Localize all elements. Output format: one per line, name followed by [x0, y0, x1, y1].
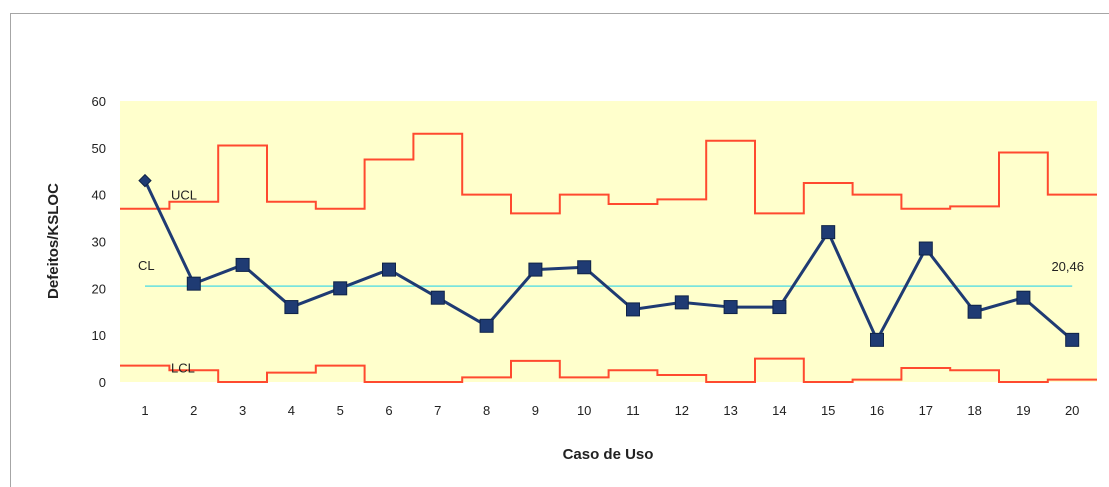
lcl-line [120, 357, 1097, 383]
data-point-marker [577, 260, 592, 275]
data-point-marker [333, 281, 348, 296]
data-point-marker [479, 318, 494, 333]
y-axis-title: Defeitos/KSLOC [45, 183, 62, 299]
x-tick-label: 20 [1065, 403, 1079, 418]
lcl-label: LCL [171, 360, 195, 375]
x-tick-label: 14 [772, 403, 786, 418]
ucl-line [120, 132, 1097, 215]
y-tick-label: 10 [92, 328, 106, 343]
data-point-marker [528, 262, 543, 277]
y-tick-label: 50 [92, 141, 106, 156]
data-point-marker [1016, 290, 1031, 305]
x-tick-label: 11 [626, 403, 640, 418]
x-tick-label: 3 [239, 403, 246, 418]
y-tick-label: 40 [92, 188, 106, 203]
data-point-marker [284, 300, 299, 315]
data-point-marker [138, 173, 152, 188]
data-point-marker [382, 262, 396, 277]
measured-line [143, 179, 1074, 342]
cl-label: CL [138, 258, 155, 273]
x-tick-label: 13 [723, 403, 737, 418]
x-axis-title: Caso de Uso [563, 446, 654, 463]
x-tick-label: 9 [532, 403, 539, 418]
data-point-marker [235, 257, 250, 272]
data-point-marker [870, 332, 884, 347]
data-point-marker [821, 225, 836, 240]
x-tick-label: 7 [434, 403, 441, 418]
x-tick-label: 12 [675, 403, 689, 418]
data-point-marker [918, 241, 933, 256]
cl-value-label: 20,46 [1051, 259, 1084, 274]
x-tick-label: 19 [1016, 403, 1030, 418]
plot-area [120, 101, 1097, 382]
x-tick-label: 6 [385, 403, 392, 418]
x-tick-label: 15 [821, 403, 835, 418]
y-tick-label: 20 [92, 281, 106, 296]
x-tick-label: 16 [870, 403, 884, 418]
x-tick-label: 10 [577, 403, 591, 418]
data-point-marker [1065, 332, 1080, 347]
x-tick-label: 1 [141, 403, 148, 418]
ucl-label: UCL [171, 188, 197, 203]
x-tick-label: 2 [190, 403, 197, 418]
y-tick-label: 0 [99, 375, 106, 390]
data-point-marker [723, 300, 738, 315]
data-point-marker [626, 302, 640, 317]
x-tick-label: 4 [288, 403, 295, 418]
data-point-marker [186, 276, 201, 291]
x-tick-label: 5 [337, 403, 344, 418]
y-tick-label: 30 [92, 235, 106, 250]
x-tick-label: 8 [483, 403, 490, 418]
data-point-marker [772, 300, 787, 315]
y-tick-label: 60 [92, 94, 106, 109]
x-tick-label: 18 [967, 403, 981, 418]
data-point-marker [430, 290, 445, 305]
data-point-marker [967, 304, 982, 319]
x-tick-label: 17 [919, 403, 933, 418]
data-point-marker [674, 295, 689, 310]
